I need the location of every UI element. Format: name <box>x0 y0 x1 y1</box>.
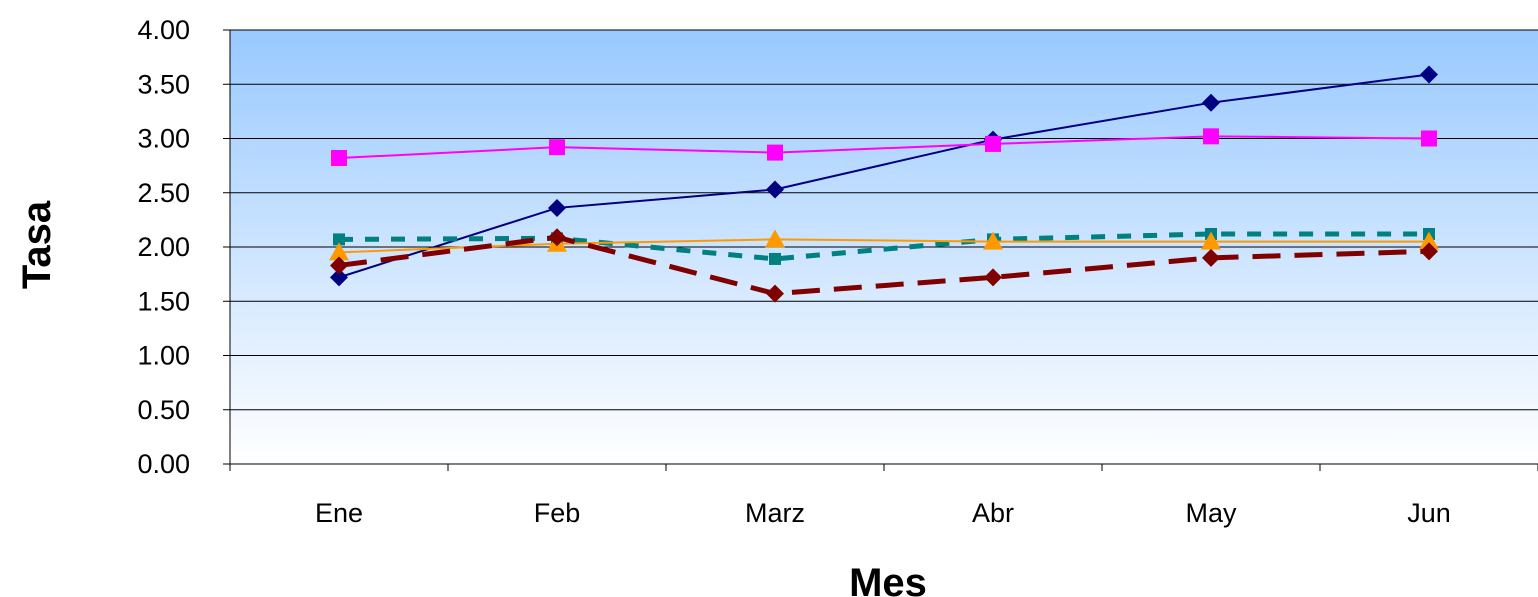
data-point <box>766 284 784 303</box>
x-tick-label: Abr <box>972 498 1014 528</box>
data-point <box>330 256 348 275</box>
y-tick-label: 3.50 <box>137 69 190 99</box>
gridlines <box>230 29 1538 411</box>
y-tick-label: 1.00 <box>137 341 190 371</box>
y-tick-label: 4.00 <box>137 15 190 45</box>
x-axis-tick-labels: Ene Feb Marz Abr May Jun <box>315 498 1451 528</box>
data-point <box>1419 231 1439 250</box>
data-point <box>1420 242 1438 261</box>
y-tick-label: 2.00 <box>137 232 190 262</box>
x-tick-label: May <box>1185 498 1237 528</box>
series-1 <box>330 65 1438 287</box>
series-layer <box>329 65 1439 303</box>
series-line <box>338 231 1429 262</box>
x-tick-label: Ene <box>315 498 363 528</box>
series-2 <box>331 128 1437 167</box>
data-point <box>984 268 1002 287</box>
data-point <box>1202 93 1220 112</box>
y-tick-label: 3.00 <box>137 124 190 154</box>
y-tick-label: 0.50 <box>137 395 190 425</box>
data-point <box>1202 248 1220 267</box>
data-point <box>766 180 784 199</box>
data-point <box>330 268 348 287</box>
series-line <box>338 238 1429 254</box>
data-point <box>548 228 566 247</box>
data-point <box>548 198 566 217</box>
series-line <box>338 73 1430 279</box>
data-point <box>333 233 345 246</box>
data-point <box>983 231 1003 250</box>
data-point <box>1421 130 1437 147</box>
data-point <box>769 252 781 265</box>
data-point <box>1203 128 1219 145</box>
x-axis-title: Mes <box>849 561 927 597</box>
y-tick-label: 0.00 <box>137 449 190 479</box>
series-4 <box>329 229 1439 261</box>
data-point <box>1201 231 1221 250</box>
x-tick-label: Marz <box>745 498 805 528</box>
axes <box>223 29 1538 471</box>
data-point <box>331 150 347 167</box>
data-point <box>329 242 349 261</box>
y-axis-title: Tasa <box>15 200 59 289</box>
series-5 <box>330 228 1438 303</box>
y-axis-tick-labels: 0.00 0.50 1.00 1.50 2.00 2.50 3.00 3.50 4.00 <box>137 15 190 479</box>
x-tick-label: Feb <box>534 498 581 528</box>
y-tick-label: 1.50 <box>137 286 190 316</box>
data-point <box>549 139 565 156</box>
x-tick-label: Jun <box>1407 498 1451 528</box>
data-point <box>985 135 1001 152</box>
y-tick-label: 2.50 <box>137 178 190 208</box>
series-line <box>338 135 1430 160</box>
data-point <box>767 144 783 161</box>
data-point <box>765 229 785 248</box>
data-point <box>1420 65 1438 84</box>
series-line <box>338 234 1430 297</box>
